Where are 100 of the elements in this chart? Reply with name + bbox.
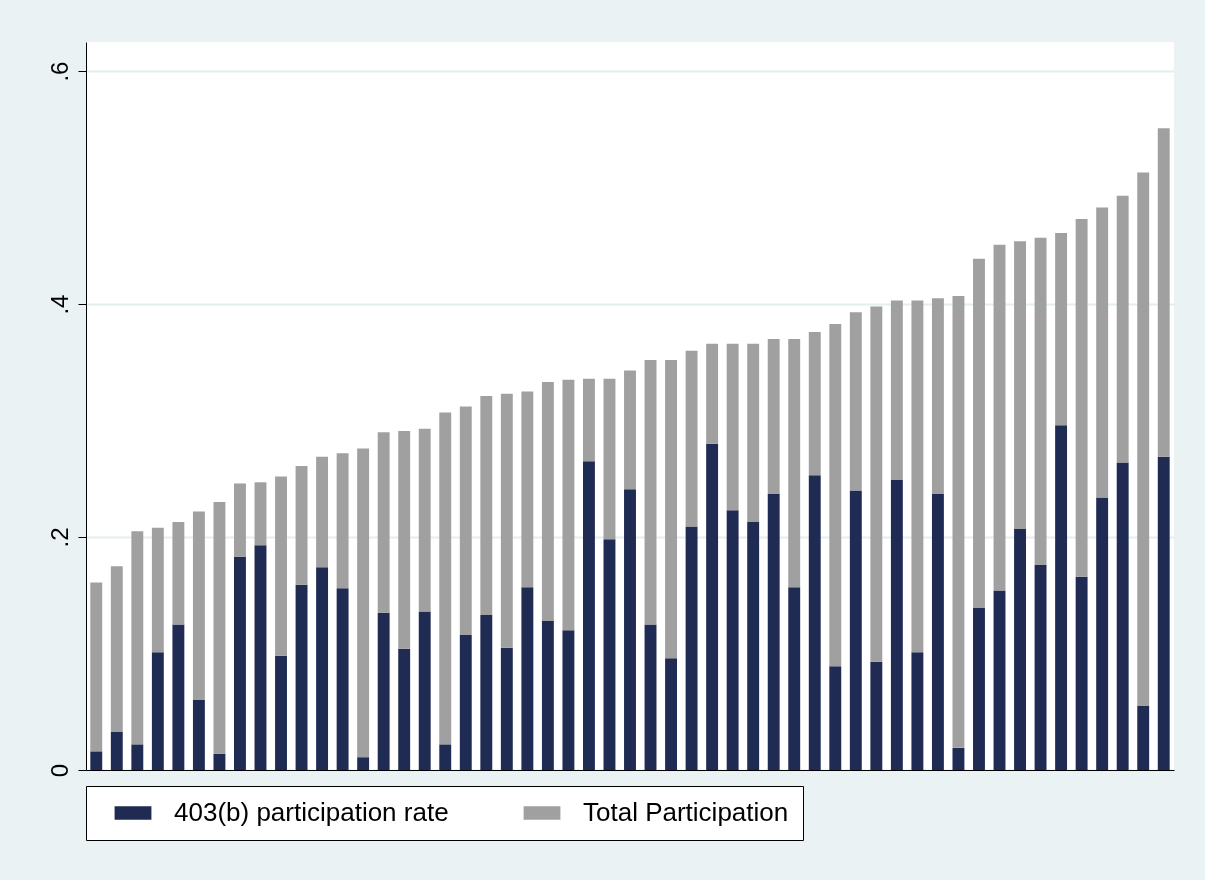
bar [829,666,842,770]
bar [788,339,801,588]
bar [1157,128,1170,457]
bar [541,620,554,770]
bar [377,432,390,613]
bar [1137,172,1150,706]
bar [336,588,349,770]
bar [90,751,103,770]
bar [1116,195,1129,463]
bar [192,511,205,701]
bar [295,584,308,770]
bar [870,661,883,770]
bar [254,482,267,546]
bar [418,611,431,770]
bar [624,370,636,490]
bar [665,359,678,659]
bar [151,652,164,770]
bar [993,590,1006,770]
bar [767,339,780,494]
bar [151,527,164,653]
bar [582,378,595,462]
bar [275,655,287,770]
legend-label: 403(b) participation rate [174,797,449,827]
bar [480,396,493,616]
bar [295,465,308,585]
bar [1096,497,1109,770]
bar [890,479,903,770]
bar [706,443,719,770]
bar [1014,241,1026,529]
bar [829,323,842,667]
bar [665,658,678,770]
bar [398,648,411,770]
bar [521,391,534,588]
bar [357,448,370,758]
bar [1096,207,1109,498]
bar [500,647,513,770]
bar [213,502,226,754]
bar [788,587,801,770]
bar [172,521,185,625]
bar [808,332,821,476]
bar [131,744,144,770]
bar [316,567,329,770]
bar [234,556,246,770]
bar [192,700,205,770]
bar [624,489,636,770]
bar [521,587,534,770]
y-tick-label: .2 [45,527,73,548]
y-tick-label: .4 [45,294,73,315]
bar [952,295,965,748]
bar [685,526,698,770]
bar [706,343,719,444]
bar [870,306,883,662]
bar [911,652,924,770]
bar [439,412,452,745]
bar [931,493,944,770]
bar [398,431,411,649]
bar [644,624,657,770]
bar [1116,462,1129,770]
bar [1137,705,1150,770]
y-tick-label: .6 [45,61,73,82]
bar [1157,456,1170,770]
bar [562,630,575,770]
bar [131,531,144,745]
bar [541,382,554,621]
bar [973,608,985,770]
bar [1014,528,1026,770]
bar [952,747,965,770]
bar [110,731,123,770]
bar [439,744,452,770]
bar [644,359,657,625]
bar [849,312,862,491]
bar [275,476,287,656]
bar [767,493,780,770]
bar [603,539,616,770]
legend-label: Total Participation [583,797,789,827]
bar [459,406,472,635]
bar [1075,576,1088,770]
bar [747,521,760,770]
bar [890,300,903,480]
bar [90,582,103,752]
bar [911,300,924,653]
bar [316,456,329,568]
bar [377,612,390,770]
bar [993,244,1006,591]
bar [931,298,944,494]
bar [500,393,513,648]
bar [685,350,698,527]
bar [110,566,123,732]
bar [582,461,595,770]
bar [849,490,862,770]
bar [1055,233,1068,426]
bar [808,475,821,770]
bar [562,379,575,631]
bar [747,343,760,522]
bar [234,483,246,557]
bar [726,343,739,511]
bar [357,757,370,770]
bar [603,378,616,540]
bar [336,453,349,589]
bar [726,510,739,770]
